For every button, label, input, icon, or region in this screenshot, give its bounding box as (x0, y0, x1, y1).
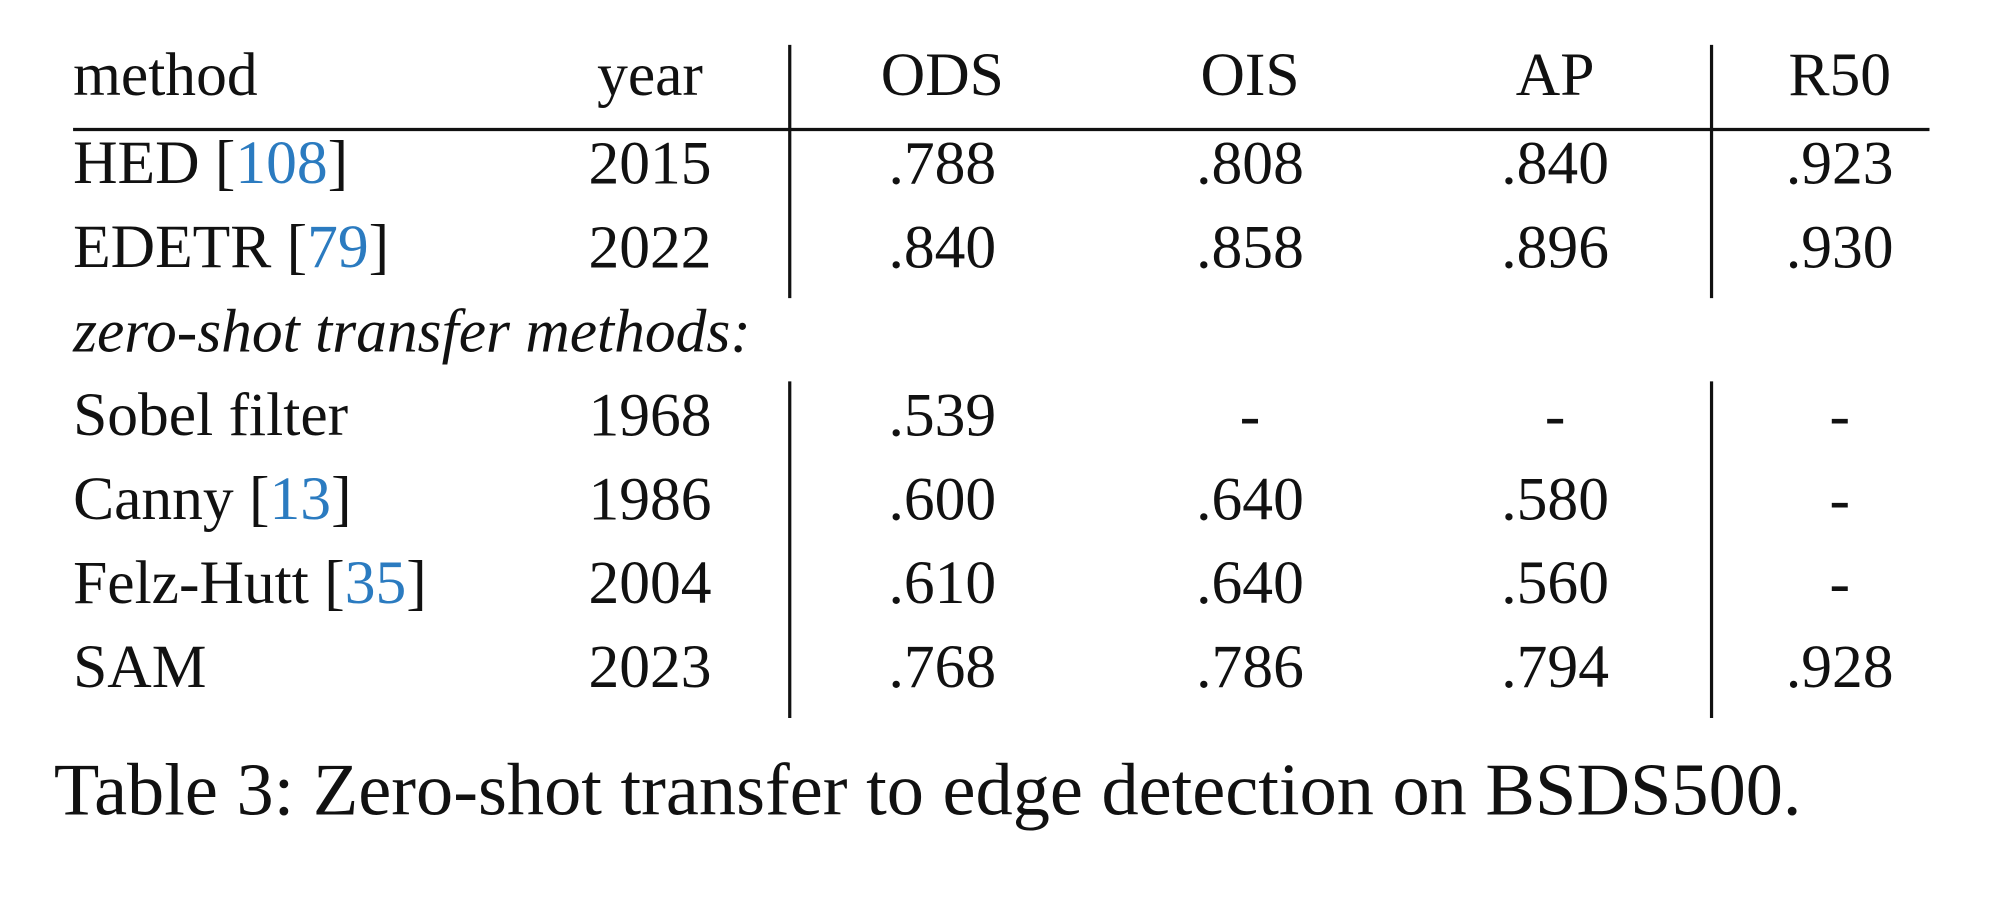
table-cell: .930 (1786, 213, 1894, 281)
table-cell: - (1829, 381, 1849, 449)
citation: 108 (235, 129, 327, 197)
table-cell: 2004 (588, 549, 711, 617)
table-cell: .580 (1501, 465, 1609, 533)
table-cell: .786 (1196, 633, 1304, 701)
method-cell: SAM (73, 633, 206, 701)
table-cell: .840 (888, 213, 996, 281)
method-text: ] (328, 129, 349, 197)
table-cell: .640 (1196, 549, 1304, 617)
table-cell: 1968 (588, 381, 711, 449)
method-text: SAM (73, 633, 206, 701)
method-text: Sobel filter (73, 381, 348, 449)
header-cell: AP (1516, 41, 1595, 109)
header-cell: ODS (881, 41, 1004, 109)
method-text: EDETR [ (73, 213, 307, 281)
method-text: Felz-Hutt [ (73, 549, 345, 617)
method-cell: HED [108] (73, 129, 348, 197)
header-cell: OIS (1200, 41, 1299, 109)
header-cell: R50 (1788, 41, 1891, 109)
table-cell: .840 (1501, 129, 1609, 197)
table-cell: - (1829, 465, 1849, 533)
table-cell: 2015 (588, 129, 711, 197)
method-text: HED [ (73, 129, 235, 197)
table-cell: .560 (1501, 549, 1609, 617)
method-text: ] (369, 213, 390, 281)
table-cell: - (1240, 381, 1261, 449)
method-cell: Canny [13] (73, 465, 352, 533)
method-text: ] (331, 465, 352, 533)
table-cell: .923 (1786, 129, 1894, 197)
citation: 35 (345, 549, 407, 617)
citation: 13 (270, 465, 332, 533)
table-cell: .858 (1196, 213, 1304, 281)
method-cell: EDETR [79] (73, 213, 389, 281)
table-cell: - (1829, 549, 1849, 617)
method-cell: Sobel filter (73, 381, 348, 449)
table-cell: .768 (888, 633, 996, 701)
table-cell: .928 (1786, 633, 1894, 701)
method-text: ] (406, 549, 426, 617)
table-cell: 2022 (588, 213, 711, 281)
method-text: Canny [ (73, 465, 269, 533)
table-cell: .794 (1501, 633, 1609, 701)
table-cell: .640 (1196, 465, 1304, 533)
method-cell: Felz-Hutt [35] (73, 549, 427, 617)
citation: 79 (307, 213, 369, 281)
table-cell: 2023 (588, 633, 711, 701)
table-cell: 1986 (588, 465, 711, 533)
table-cell: .539 (888, 381, 996, 449)
header-cell: year (597, 41, 703, 109)
header-cell: method (73, 41, 258, 109)
table-cell: .788 (888, 129, 996, 197)
table-cell: .896 (1501, 213, 1609, 281)
section-label: zero-shot transfer methods: (72, 297, 751, 365)
table-cell: .610 (888, 549, 996, 617)
table-cell: .600 (888, 465, 996, 533)
table-cell: - (1545, 381, 1566, 449)
table-cell: .808 (1196, 129, 1304, 197)
caption: Table 3: Zero-shot transfer to edge dete… (54, 749, 1802, 831)
